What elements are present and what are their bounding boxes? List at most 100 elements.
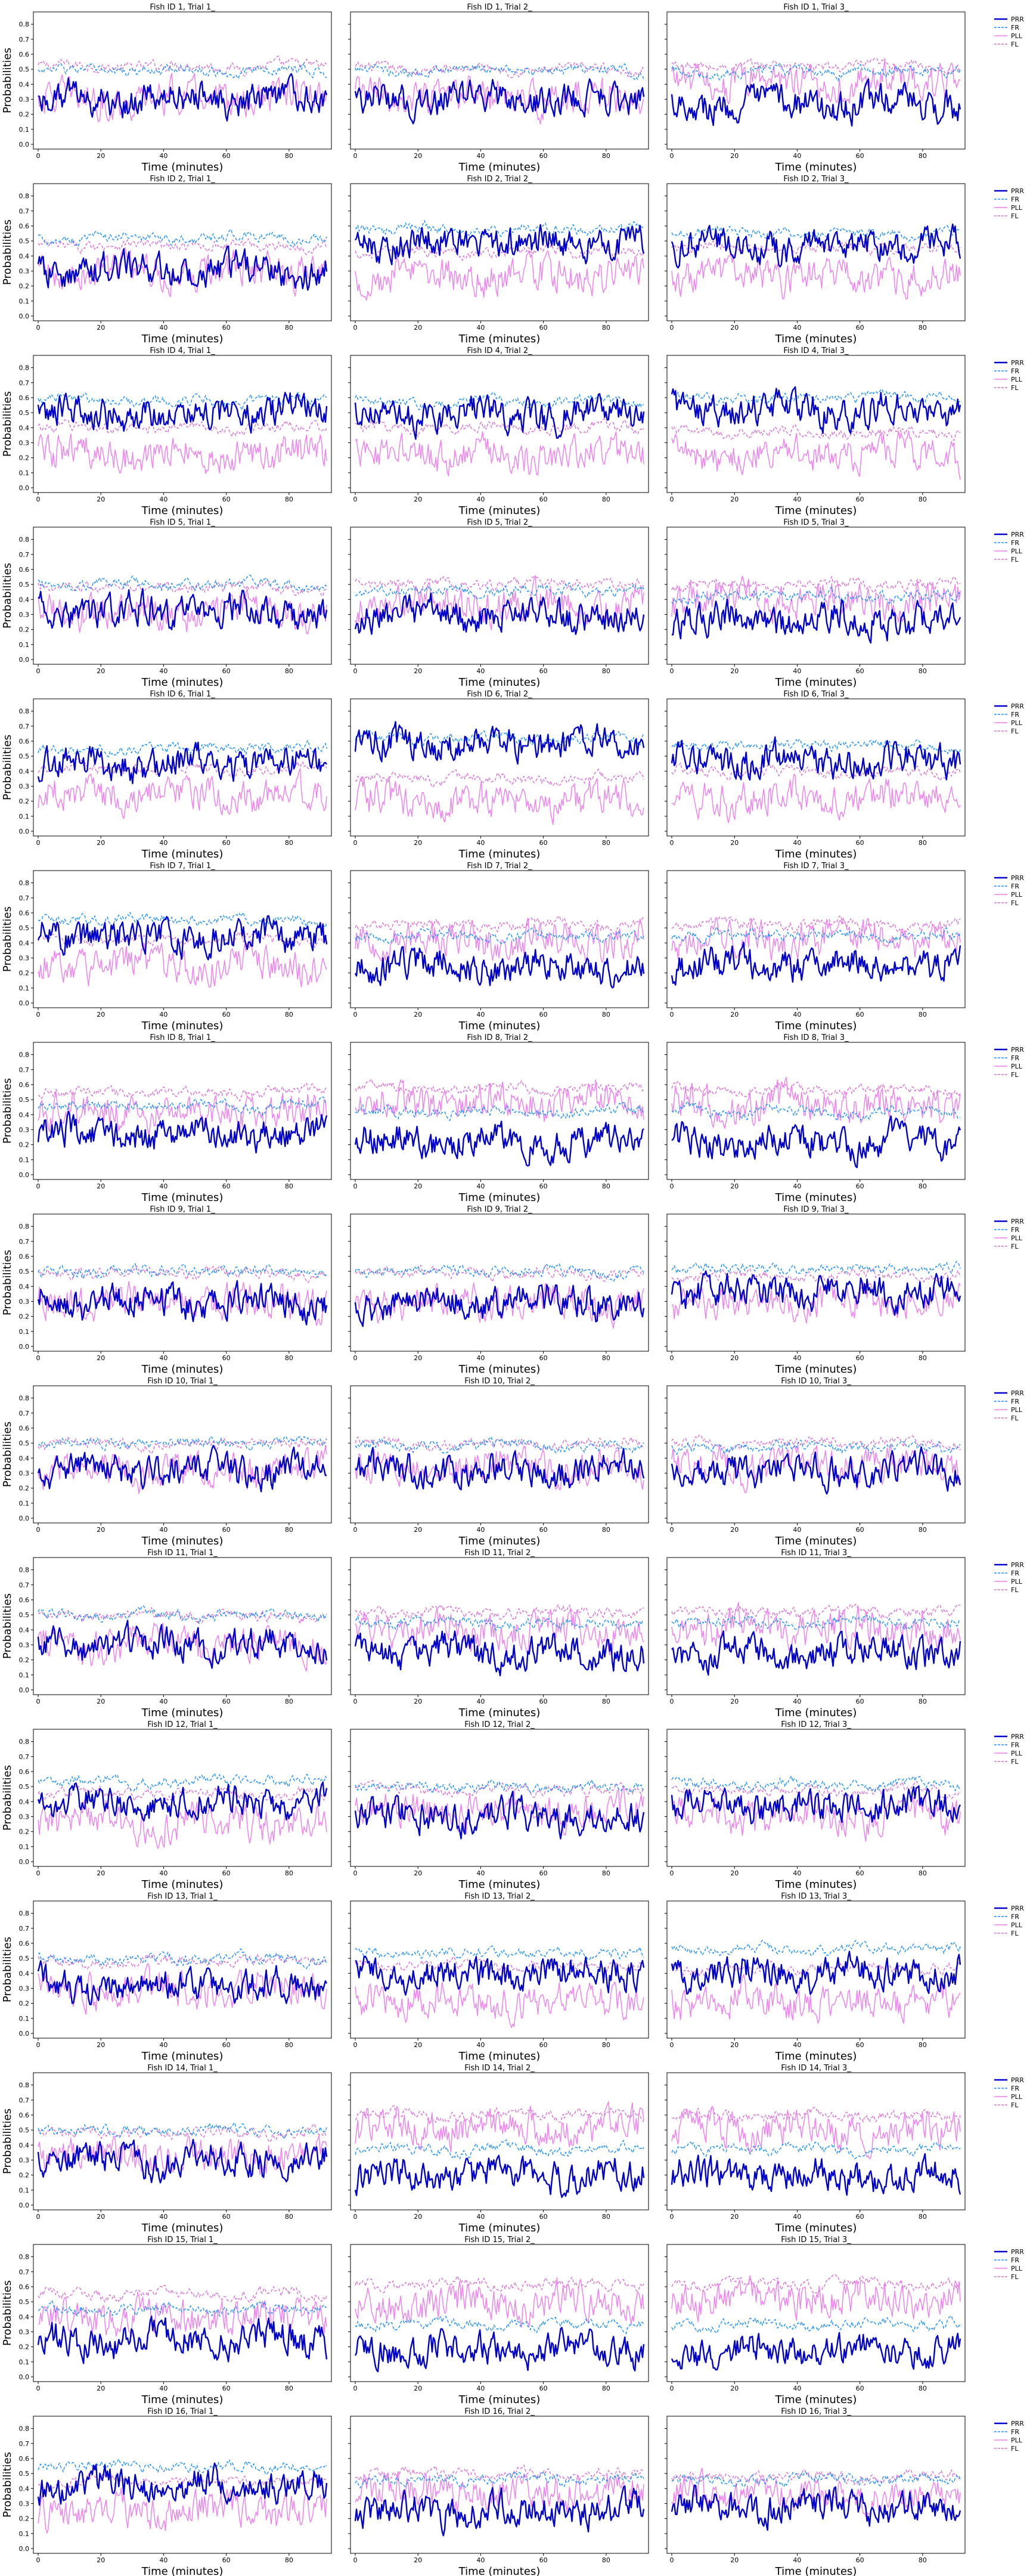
x-tick-label: 80 (919, 839, 927, 847)
series-line-prr (38, 588, 328, 630)
x-axis-label: Time (minutes) (141, 1191, 224, 1204)
y-tick-label: 0.5 (19, 1268, 30, 1275)
subplot: Fish ID 16, Trial 1_ 0 20 40 60 80 0.0 0.1 0.2 0.… (1, 2407, 332, 2576)
x-tick-label: 20 (730, 667, 739, 675)
x-tick-label: 60 (222, 1698, 231, 1705)
series-line-fr (671, 1439, 961, 1455)
y-tick-label: 0.2 (19, 283, 30, 290)
axes-frame (33, 1213, 332, 1352)
x-tick-label: 60 (539, 2385, 548, 2392)
legend-label: FR (1011, 2256, 1019, 2264)
x-axis-label: Time (minutes) (141, 2394, 224, 2406)
x-axis-label: Time (minutes) (458, 1535, 541, 1547)
x-axis-label: Time (minutes) (458, 1707, 541, 1719)
y-tick-label: 0.3 (19, 1469, 30, 1477)
x-tick-label: 20 (414, 2041, 422, 2049)
y-tick-label: 0.6 (19, 1768, 30, 1776)
x-tick-label: 0 (670, 1526, 674, 1534)
series-line-prr (38, 73, 328, 122)
y-tick-label: 0.8 (19, 536, 30, 544)
x-axis-label: Time (minutes) (458, 333, 541, 345)
x-tick-label: 0 (670, 1354, 674, 1362)
x-tick-label: 40 (476, 1354, 485, 1362)
x-tick-label: 20 (730, 1869, 739, 1877)
series-line-prr (671, 598, 961, 644)
y-axis-label: Probabilities (1, 1078, 14, 1144)
series-line-fr (38, 2122, 327, 2140)
x-tick-label: 60 (222, 1869, 231, 1877)
x-tick-label: 40 (159, 1698, 167, 1705)
x-tick-label: 0 (36, 2213, 41, 2221)
series-line-fr (38, 1605, 327, 1624)
x-tick-label: 0 (353, 839, 358, 847)
y-tick-label: 0.8 (19, 1223, 30, 1231)
series-line-pll (355, 1981, 644, 2029)
x-tick-label: 0 (353, 1182, 358, 1190)
series-line-fl (355, 1265, 644, 1283)
legend-label: FR (1011, 1569, 1019, 1577)
x-axis-label: Time (minutes) (458, 848, 541, 860)
x-axis-label: Time (minutes) (141, 848, 224, 860)
subplot: Fish ID 15, Trial 1_ 0 20 40 60 80 0.0 0.1 0.2 0.… (1, 2236, 332, 2406)
x-tick-label: 40 (159, 324, 167, 332)
series-line-fr (355, 2139, 644, 2160)
series-line-fl (671, 1603, 961, 1620)
x-tick-label: 40 (793, 839, 801, 847)
series-line-prr (671, 1630, 961, 1676)
legend-label: FR (1011, 711, 1019, 719)
series-line-fr (38, 912, 327, 930)
y-tick-label: 0.8 (19, 364, 30, 372)
y-tick-label: 0.5 (19, 1955, 30, 1962)
x-tick-label: 40 (159, 1869, 167, 1877)
x-tick-label: 0 (670, 2213, 674, 2221)
series-line-fl (38, 1082, 327, 1101)
series-line-fr (38, 574, 327, 592)
x-tick-label: 20 (730, 1011, 739, 1018)
x-tick-label: 20 (414, 839, 422, 847)
series-line-pll (38, 1091, 327, 1136)
x-tick-label: 60 (856, 1526, 864, 1534)
series-line-pll (671, 773, 961, 823)
series-line-prr (37, 915, 328, 961)
y-tick-label: 0.7 (19, 551, 30, 559)
series-line-prr (671, 2332, 961, 2371)
x-tick-label: 40 (476, 1869, 485, 1877)
subplot-title: Fish ID 6, Trial 2_ (467, 690, 532, 699)
legend-label: PLL (1011, 1578, 1023, 1586)
subplot-title: Fish ID 11, Trial 2_ (464, 1549, 535, 1558)
x-tick-label: 60 (856, 324, 864, 332)
x-tick-label: 80 (285, 1869, 293, 1877)
x-tick-label: 60 (539, 1869, 548, 1877)
legend-label: PLL (1011, 891, 1023, 899)
x-tick-label: 0 (353, 152, 358, 160)
series-line-fl (671, 2274, 961, 2295)
series-line-pll (355, 917, 644, 963)
series-line-fr (38, 740, 327, 757)
y-tick-label: 0.4 (19, 2485, 30, 2493)
y-tick-label: 0.0 (19, 484, 30, 492)
axes-frame (666, 1900, 966, 2039)
subplot-title: Fish ID 12, Trial 2_ (464, 1720, 535, 1729)
series-line-fr (355, 1263, 644, 1282)
x-axis-label: Time (minutes) (141, 1020, 224, 1032)
series-line-fr (671, 1775, 961, 1793)
series-line-fl (671, 915, 961, 934)
series-line-prr (671, 942, 961, 986)
legend-label: FL (1011, 41, 1019, 48)
series-line-fl (671, 2469, 961, 2486)
subplot: Fish ID 2, Trial 1_ 0 20 40 60 80 0.0 0.1 0.2 0.3… (1, 175, 332, 345)
x-tick-label: 80 (919, 1182, 927, 1190)
y-tick-label: 0.3 (19, 2500, 30, 2507)
x-tick-label: 80 (285, 324, 293, 332)
x-tick-label: 20 (414, 1011, 422, 1018)
y-tick-label: 0.6 (19, 566, 30, 574)
y-tick-label: 0.3 (19, 95, 30, 103)
x-tick-label: 60 (222, 667, 231, 675)
x-tick-label: 60 (856, 2556, 864, 2564)
